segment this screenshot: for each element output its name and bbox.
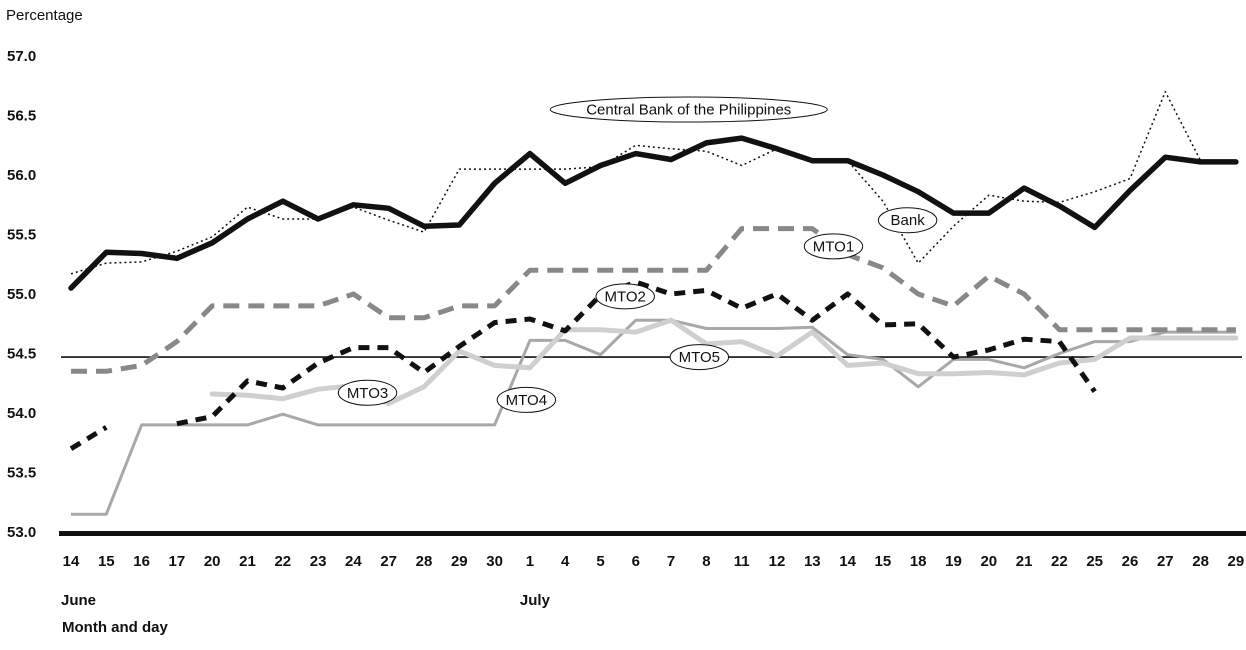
y-tick-label: 53.0 xyxy=(7,524,36,541)
x-tick-label: 6 xyxy=(632,553,640,570)
x-tick-label: 5 xyxy=(596,553,604,570)
x-tick-label: 15 xyxy=(875,553,892,570)
y-tick-label: 55.5 xyxy=(7,227,36,244)
y-axis-title: Percentage xyxy=(6,7,83,24)
x-tick-label: 29 xyxy=(451,553,468,570)
x-tick-label: 14 xyxy=(839,553,856,570)
x-tick-label: 27 xyxy=(380,553,397,570)
x-tick-label: 11 xyxy=(734,553,750,570)
x-tick-label: 25 xyxy=(1086,553,1103,570)
y-tick-label: 57.0 xyxy=(7,48,36,65)
annotation-bubble xyxy=(549,96,828,123)
annotation-bubble xyxy=(595,283,655,310)
series-line-mto2 xyxy=(176,279,1097,427)
x-tick-label: 26 xyxy=(1122,553,1139,570)
annotation-bubble xyxy=(337,379,398,406)
annotation-bubble xyxy=(669,344,730,371)
annotation-label: Bank xyxy=(891,212,926,229)
x-tick-label: 13 xyxy=(804,553,821,570)
y-tick-label: 53.5 xyxy=(7,465,36,482)
series-line-bank xyxy=(70,90,1236,275)
x-tick-label: 23 xyxy=(310,553,327,570)
month-label-june: June xyxy=(61,592,97,609)
annotation-label: MTO1 xyxy=(813,238,854,255)
x-tick-label: 4 xyxy=(561,553,570,570)
series-line-mto4 xyxy=(71,318,1236,516)
x-tick-label: 24 xyxy=(345,553,362,570)
x-tick-label: 29 xyxy=(1228,553,1245,570)
series-line-central-bank-of-the-philippines xyxy=(68,135,1239,291)
x-tick-label: 21 xyxy=(239,553,256,570)
x-tick-label: 1 xyxy=(526,553,534,570)
annotation-label: MTO3 xyxy=(347,385,388,402)
annotation-bubble xyxy=(496,386,557,413)
x-tick-label: 22 xyxy=(1051,553,1068,570)
y-tick-label: 55.0 xyxy=(7,286,36,303)
y-tick-label: 54.5 xyxy=(7,346,36,363)
annotation-label: MTO5 xyxy=(679,349,720,366)
x-tick-label: 17 xyxy=(169,553,186,570)
y-tick-label: 54.0 xyxy=(7,405,36,422)
x-tick-label: 21 xyxy=(1016,553,1033,570)
x-tick-label: 27 xyxy=(1157,553,1174,570)
annotation-label: Central Bank of the Philippines xyxy=(586,102,791,119)
month-label-july: July xyxy=(519,592,550,609)
annotation-label: MTO4 xyxy=(506,392,547,409)
x-axis-title: Month and day xyxy=(62,619,168,636)
annotation-label: MTO2 xyxy=(605,288,646,305)
x-tick-label: 30 xyxy=(486,553,503,570)
x-tick-label: 20 xyxy=(980,553,997,570)
x-tick-label: 14 xyxy=(63,553,80,570)
series-line-mto2 xyxy=(69,425,108,451)
x-tick-label: 18 xyxy=(910,553,927,570)
x-tick-label: 20 xyxy=(204,553,221,570)
x-tick-label: 22 xyxy=(274,553,291,570)
x-tick-label: 7 xyxy=(667,553,675,570)
x-tick-label: 28 xyxy=(1192,553,1209,570)
x-tick-label: 15 xyxy=(98,553,115,570)
annotation-bubble xyxy=(877,207,938,234)
series-line-mto1 xyxy=(71,226,1236,374)
y-tick-label: 56.5 xyxy=(7,108,36,125)
x-tick-label: 16 xyxy=(133,553,150,570)
x-tick-label: 12 xyxy=(769,553,786,570)
x-tick-label: 19 xyxy=(945,553,962,570)
y-tick-label: 56.0 xyxy=(7,167,36,184)
x-tick-label: 28 xyxy=(416,553,433,570)
annotation-bubble xyxy=(803,233,864,260)
x-tick-label: 8 xyxy=(702,553,710,570)
